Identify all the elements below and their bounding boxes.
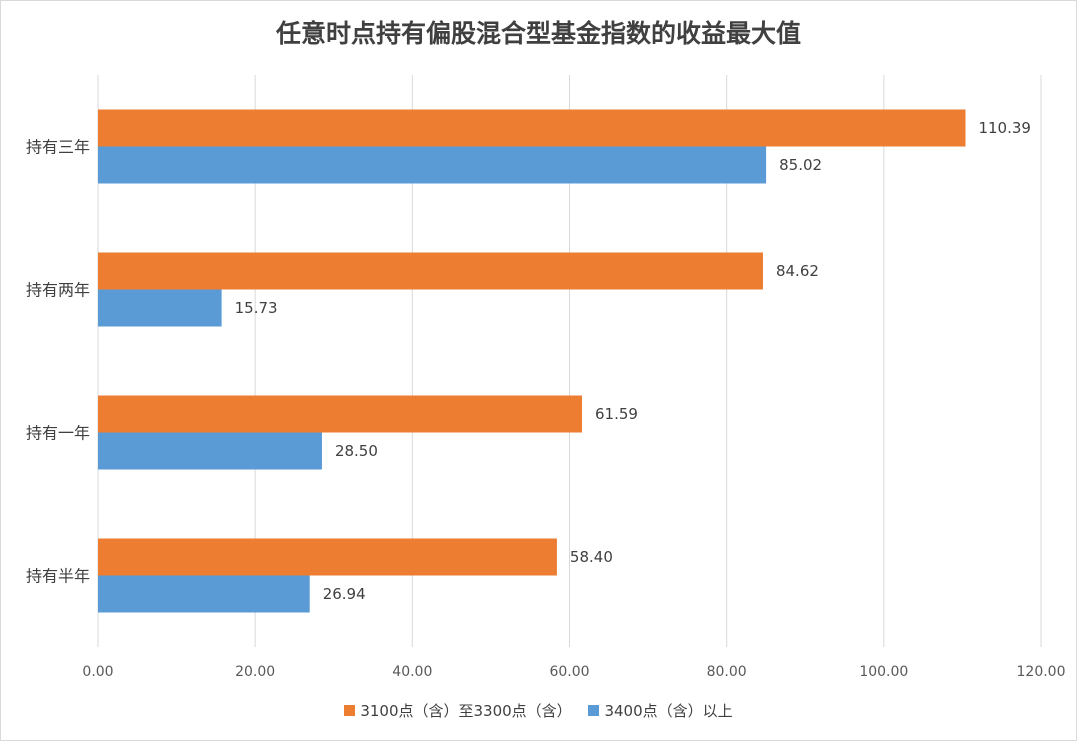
bar bbox=[98, 109, 966, 147]
legend-label-series-1: 3100点（含）至3300点（含） bbox=[360, 702, 572, 720]
bar bbox=[98, 146, 767, 184]
bar bbox=[98, 432, 322, 470]
bar bbox=[98, 538, 557, 576]
chart-title: 任意时点持有偏股混合型基金指数的收益最大值 bbox=[275, 19, 801, 48]
x-tick-label: 100.00 bbox=[859, 664, 908, 680]
x-tick-label: 120.00 bbox=[1017, 664, 1066, 680]
bar bbox=[98, 289, 222, 327]
x-tick-label: 80.00 bbox=[707, 664, 747, 680]
legend-label-series-2: 3400点（含）以上 bbox=[604, 702, 733, 720]
data-label: 61.59 bbox=[595, 405, 638, 423]
legend-swatch-series-2 bbox=[588, 705, 600, 716]
x-tick-label: 0.00 bbox=[82, 664, 113, 680]
category-label: 持有两年 bbox=[26, 281, 90, 300]
category-label: 持有三年 bbox=[26, 138, 90, 157]
bar bbox=[98, 575, 310, 613]
data-label: 28.50 bbox=[335, 442, 378, 460]
data-label: 84.62 bbox=[776, 262, 819, 280]
bar bbox=[98, 252, 763, 290]
category-label: 持有半年 bbox=[26, 567, 90, 586]
legend: 3100点（含）至3300点（含） 3400点（含）以上 bbox=[0, 700, 1077, 721]
data-label: 85.02 bbox=[779, 156, 822, 174]
data-label: 110.39 bbox=[978, 119, 1031, 137]
legend-item-series-1: 3100点（含）至3300点（含） bbox=[344, 700, 572, 721]
legend-item-series-2: 3400点（含）以上 bbox=[588, 700, 733, 721]
x-tick-label: 60.00 bbox=[549, 664, 589, 680]
x-tick-label: 20.00 bbox=[235, 664, 275, 680]
category-label: 持有一年 bbox=[26, 424, 90, 443]
legend-swatch-series-1 bbox=[344, 705, 356, 716]
data-label: 15.73 bbox=[235, 299, 278, 317]
x-tick-label: 40.00 bbox=[392, 664, 432, 680]
data-label: 26.94 bbox=[323, 585, 366, 603]
data-label: 58.40 bbox=[570, 548, 613, 566]
bar bbox=[98, 395, 582, 433]
